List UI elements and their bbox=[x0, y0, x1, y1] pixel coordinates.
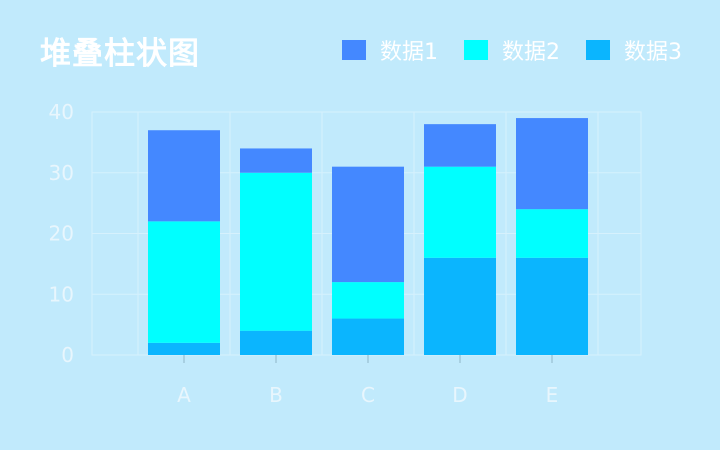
bar-C-series-2 bbox=[332, 282, 404, 319]
bar-E-series-3 bbox=[516, 118, 588, 210]
bar-B-series-3 bbox=[240, 148, 312, 173]
legend-item-series-2[interactable]: 数据2 bbox=[464, 34, 560, 66]
bar-C-series-1 bbox=[332, 318, 404, 355]
bar-A-series-3 bbox=[148, 130, 220, 222]
y-tick-label: 30 bbox=[49, 161, 74, 185]
y-tick-label: 10 bbox=[49, 282, 74, 306]
legend-item-series-1[interactable]: 数据1 bbox=[342, 34, 438, 66]
bar-D-series-2 bbox=[424, 166, 496, 258]
legend-label-series-3: 数据3 bbox=[624, 40, 682, 65]
x-tick-label: E bbox=[546, 383, 559, 407]
bar-E-series-2 bbox=[516, 209, 588, 258]
y-tick-label: 20 bbox=[49, 222, 74, 246]
legend-label-series-1: 数据1 bbox=[380, 40, 438, 65]
y-tick-label: 0 bbox=[61, 343, 74, 367]
x-tick-label: B bbox=[269, 383, 283, 407]
chart-title: 堆叠柱状图 bbox=[40, 36, 200, 72]
chart-legend: 数据1 数据2 数据3 bbox=[342, 34, 682, 66]
x-tick-label: D bbox=[452, 383, 467, 407]
legend-swatch-series-1 bbox=[342, 40, 366, 60]
legend-swatch-series-3 bbox=[586, 40, 610, 60]
legend-label-series-2: 数据2 bbox=[502, 40, 560, 65]
bar-B-series-1 bbox=[240, 330, 312, 355]
legend-swatch-series-2 bbox=[464, 40, 488, 60]
y-tick-label: 40 bbox=[49, 100, 74, 124]
x-tick-label: C bbox=[361, 383, 375, 407]
bar-A-series-1 bbox=[148, 342, 220, 355]
bar-C-series-3 bbox=[332, 166, 404, 283]
bar-A-series-2 bbox=[148, 221, 220, 343]
legend-item-series-3[interactable]: 数据3 bbox=[586, 34, 682, 66]
bar-D-series-3 bbox=[424, 124, 496, 167]
bar-D-series-1 bbox=[424, 257, 496, 355]
bar-B-series-2 bbox=[240, 172, 312, 331]
x-tick-label: A bbox=[177, 383, 191, 407]
bar-E-series-1 bbox=[516, 257, 588, 355]
